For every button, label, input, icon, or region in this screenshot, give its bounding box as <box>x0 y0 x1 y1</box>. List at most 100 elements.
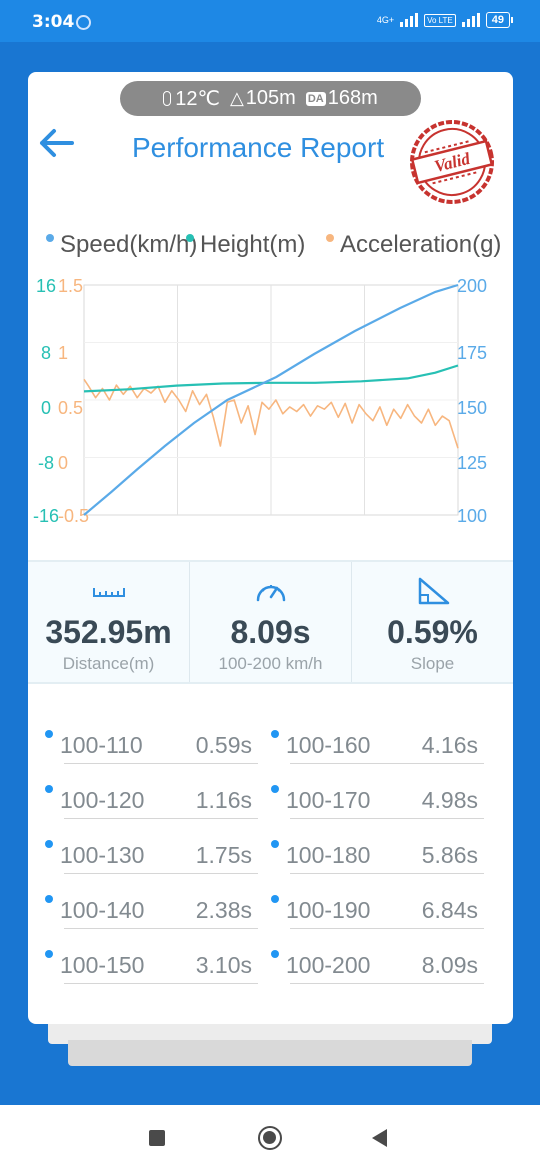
bullet-icon <box>45 840 53 848</box>
distance-label: Distance(m) <box>62 654 155 673</box>
bullet-icon <box>45 730 53 738</box>
recents-button[interactable] <box>149 1130 165 1146</box>
conditions-pill: 12℃ △ 105m DA 168m <box>120 81 421 116</box>
bullet-icon <box>271 840 279 848</box>
signal-icon-2 <box>461 13 480 27</box>
notification-icon <box>76 15 91 30</box>
split-range: 100-150 <box>60 952 145 978</box>
slope-icon <box>418 577 449 605</box>
slope-stat: 0.59% Slope <box>351 562 513 682</box>
split-item: 100-190 6.84s <box>268 885 484 940</box>
height-tick-label: 8 <box>41 343 51 363</box>
split-item: 100-140 2.38s <box>42 885 258 940</box>
signal-icon <box>400 13 419 27</box>
legend-speed-dot <box>46 234 54 242</box>
height-line <box>83 364 459 393</box>
back-arrow-icon[interactable] <box>36 126 76 160</box>
split-range: 100-140 <box>60 897 145 923</box>
distance-value: 352.95m <box>45 614 172 650</box>
chart-legend: Speed(km/h) Height(m) Acceleration(g) <box>46 231 501 258</box>
speedometer-icon <box>256 585 285 602</box>
divider <box>64 928 258 929</box>
split-time: 0.59s <box>195 732 252 758</box>
network-type-label: 4G+ <box>376 15 395 25</box>
speed-tick-label: 100 <box>457 506 487 526</box>
split-time: 8.09s <box>421 952 478 978</box>
split-range: 100-160 <box>286 732 371 758</box>
split-time: 4.16s <box>421 732 478 758</box>
density-altitude-value: 168m <box>327 87 378 109</box>
bullet-icon <box>45 950 53 958</box>
divider <box>64 873 258 874</box>
split-range: 100-180 <box>286 842 371 868</box>
back-button[interactable] <box>372 1129 387 1147</box>
acceleration-tick-label: -0.5 <box>58 506 89 526</box>
split-time: 5.86s <box>421 842 478 868</box>
bullet-icon <box>271 785 279 793</box>
split-time: 3.10s <box>195 952 252 978</box>
speed-tick-label: 200 <box>457 276 487 296</box>
legend-height-dot <box>186 234 194 242</box>
home-button[interactable] <box>258 1126 282 1150</box>
split-item: 100-200 8.09s <box>268 940 484 995</box>
acceleration-tick-label: 0.5 <box>58 398 83 418</box>
divider <box>64 983 258 984</box>
status-indicators: 4G+ Vo LTE 49 <box>376 12 514 28</box>
bullet-icon <box>45 785 53 793</box>
height-tick-label: -16 <box>33 506 59 526</box>
split-item: 100-160 4.16s <box>268 720 484 775</box>
divider <box>290 928 484 929</box>
split-range: 100-190 <box>286 897 371 923</box>
thermometer-icon <box>163 91 172 106</box>
density-altitude: DA 168m <box>305 87 378 110</box>
battery-icon: 49 <box>485 12 514 28</box>
bullet-icon <box>45 895 53 903</box>
split-time: 6.84s <box>421 897 478 923</box>
card-stack-shadow-2 <box>68 1040 472 1066</box>
divider <box>290 983 484 984</box>
stats-band: 352.95m Distance(m) 8.09s 100-200 km/h 0… <box>28 560 513 684</box>
height-tick-label: 16 <box>36 276 56 296</box>
distance-stat: 352.95m Distance(m) <box>28 562 189 682</box>
page-title: Performance Report <box>132 132 385 163</box>
split-row: 100-120 1.16s 100-170 4.98s <box>42 775 494 830</box>
legend-height-label: Height(m) <box>200 231 305 258</box>
status-bar: 3:04 4G+ Vo LTE 49 <box>0 0 540 42</box>
legend-speed-label: Speed(km/h) <box>60 231 197 258</box>
split-range: 100-130 <box>60 842 145 868</box>
split-times: 100-110 0.59s 100-160 4.16s 100-120 1.16s 1… <box>42 720 494 995</box>
chart-grid <box>83 284 459 516</box>
split-row: 100-110 0.59s 100-160 4.16s <box>42 720 494 775</box>
split-range: 100-200 <box>286 952 371 978</box>
split-row: 100-140 2.38s 100-190 6.84s <box>42 885 494 940</box>
split-time: 2.38s <box>195 897 252 923</box>
speed-tick-label: 150 <box>457 398 487 418</box>
chart-series <box>83 283 459 516</box>
performance-chart: Speed(km/h) Height(m) Acceleration(g) 16… <box>33 231 501 526</box>
bullet-icon <box>271 950 279 958</box>
performance-report-card: 12℃ △ 105m DA 168m Performance Report Va… <box>28 72 513 1024</box>
legend-acceleration-dot <box>326 234 334 242</box>
time-stat: 8.09s 100-200 km/h <box>189 562 351 682</box>
slope-value: 0.59% <box>387 614 478 650</box>
mountain-icon: △ <box>229 88 244 108</box>
divider <box>64 763 258 764</box>
temperature-value: 12℃ <box>175 88 220 110</box>
split-range: 100-170 <box>286 787 371 813</box>
split-time: 1.75s <box>195 842 252 868</box>
height-tick-label: 0 <box>41 398 51 418</box>
altitude: △ 105m <box>230 87 296 110</box>
time-label: 100-200 km/h <box>218 654 323 673</box>
speed-tick-label: 175 <box>457 343 487 363</box>
split-item: 100-180 5.86s <box>268 830 484 885</box>
split-time: 4.98s <box>421 787 478 813</box>
density-altitude-icon: DA <box>305 91 326 106</box>
height-tick-label: -8 <box>38 453 54 473</box>
bullet-icon <box>271 730 279 738</box>
split-item: 100-130 1.75s <box>42 830 258 885</box>
divider <box>290 818 484 819</box>
slope-label: Slope <box>410 654 455 673</box>
split-item: 100-110 0.59s <box>42 720 258 775</box>
acceleration-tick-label: 1.5 <box>58 276 83 296</box>
